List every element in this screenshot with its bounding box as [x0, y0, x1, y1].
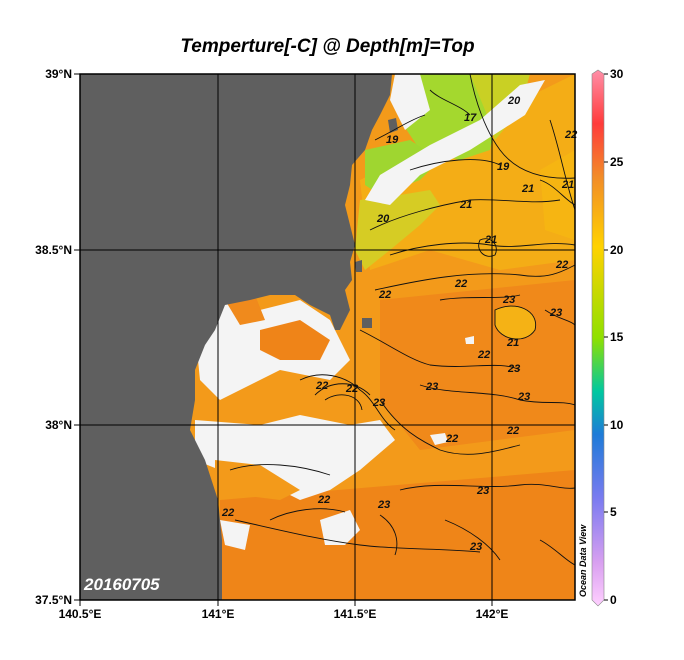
nodata-area [365, 80, 545, 205]
lon-tick-label: 141°E [202, 607, 235, 621]
contour-line [369, 199, 561, 231]
colorbar-tick-label: 10 [610, 418, 624, 432]
map-field [80, 74, 575, 600]
contour-line [399, 483, 575, 491]
contour-label: 21 [506, 337, 519, 349]
nodata-area [220, 520, 250, 550]
contour-line [374, 264, 575, 291]
sea-field-patch [495, 306, 536, 340]
colorbar: 30 25 20 15 10 5 0 [591, 67, 624, 607]
contour-label: 23 [507, 363, 520, 375]
contour-label: 22 [477, 349, 490, 361]
contour-line [269, 508, 346, 521]
grid-lines [80, 74, 575, 600]
contour-label: 19 [497, 161, 510, 173]
sea-field-warmest [220, 470, 575, 600]
contour-label: 22 [445, 433, 458, 445]
lat-tick-label: 37.5°N [35, 593, 72, 607]
contour-lines [229, 74, 575, 566]
contour-label: 23 [469, 541, 482, 553]
nodata-area [390, 74, 430, 130]
contour-line [299, 374, 396, 431]
contour-line [478, 238, 497, 257]
colorbar-tick-label: 25 [610, 155, 624, 169]
lat-tick-label: 39°N [45, 67, 72, 81]
contour-label: 21 [484, 234, 497, 246]
lon-tick-label: 141.5°E [334, 607, 377, 621]
contour-line [444, 519, 501, 561]
contour-label: 22 [564, 129, 577, 141]
contour-label: 21 [521, 183, 534, 195]
contour-line [359, 329, 521, 371]
land-mass [80, 74, 392, 600]
contour-label: 20 [376, 213, 390, 225]
contour-label-group: 19 17 20 19 20 21 21 22 21 22 22 21 22 2… [221, 95, 577, 553]
contour-label: 23 [476, 485, 489, 497]
nodata-area [320, 510, 360, 545]
contour-line [494, 305, 537, 340]
contour-label: 23 [425, 381, 438, 393]
contour-line [429, 89, 471, 116]
contour-label: 22 [506, 425, 519, 437]
contour-label: 22 [317, 494, 330, 506]
lat-tick-label: 38°N [45, 418, 72, 432]
contour-line [234, 519, 481, 553]
contour-line [439, 294, 521, 301]
land-island [355, 260, 362, 272]
contour-line [229, 464, 331, 476]
contour-label: 23 [377, 499, 390, 511]
contour-label: 22 [315, 380, 328, 392]
colorbar-tick-label: 0 [610, 593, 617, 607]
contour-label: 17 [464, 112, 477, 124]
map-title: Temperture[-C] @ Depth[m]=Top [180, 36, 475, 57]
contour-line [324, 394, 363, 411]
map-frame [79, 73, 576, 601]
contour-label: 22 [454, 278, 467, 290]
contour-line [409, 159, 501, 171]
contour-label: 22 [378, 289, 391, 301]
sea-field-warm-patch [215, 460, 300, 500]
contour-line [549, 119, 575, 211]
sea-field-yellow-east [540, 150, 575, 240]
sea-field-warm-patch [260, 320, 330, 360]
contour-line [379, 514, 398, 556]
contour-line [544, 309, 575, 326]
contour-label: 22 [345, 383, 358, 395]
contour-label: 22 [221, 507, 234, 519]
colorbar-tick-label: 15 [610, 330, 624, 344]
contour-label: 21 [561, 179, 574, 191]
nodata-area [195, 415, 395, 500]
contour-label: 21 [459, 199, 472, 211]
ocean-data-view-watermark: Ocean Data View [578, 524, 588, 597]
contour-line [419, 384, 575, 406]
contour-line [389, 242, 575, 256]
contour-line [379, 399, 521, 455]
contour-label: 23 [517, 391, 530, 403]
land-island [362, 318, 372, 328]
contour-label: 23 [502, 294, 515, 306]
nodata-area [430, 433, 448, 445]
contour-label: 22 [555, 259, 568, 271]
colorbar-tick-label: 30 [610, 67, 624, 81]
nodata-area [465, 336, 474, 344]
contour-label: 23 [549, 307, 562, 319]
contour-label: 19 [386, 134, 399, 146]
date-stamp: 20160705 [83, 575, 160, 594]
lat-tick-label: 38.5°N [35, 243, 72, 257]
contour-line [314, 383, 371, 396]
colorbar-body [591, 69, 605, 607]
contour-label: 20 [507, 95, 521, 107]
contour-line [469, 74, 575, 179]
colorbar-tick-label: 20 [610, 243, 624, 257]
contour-line [539, 539, 575, 566]
contour-line [374, 114, 426, 141]
colorbar-tick-label: 5 [610, 505, 617, 519]
lon-tick-label: 142°E [476, 607, 509, 621]
contour-label: 23 [372, 397, 385, 409]
tick-marks [74, 73, 493, 606]
lon-tick-label: 140.5°E [59, 607, 102, 621]
